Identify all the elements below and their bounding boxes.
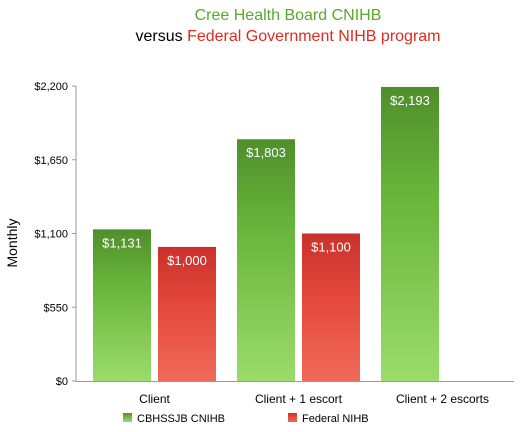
chart-title-line2: versus Federal Government NIHB program <box>135 28 440 45</box>
bar-federal-1 <box>302 233 360 381</box>
legend-label-cbhssjb: CBHSSJB CNIHB <box>137 413 225 425</box>
bar-cbhssjb-0 <box>93 229 151 381</box>
legend-label-federal: Federal NIHB <box>302 413 369 425</box>
legend: CBHSSJB CNIHB Federal NIHB <box>123 413 369 425</box>
bar-labels-group: $1,131 $1,000 $1,803 $1,100 $2,193 <box>102 93 430 268</box>
chart-title-line1: Cree Health Board CNIHB <box>195 7 382 24</box>
y-tick-label: $0 <box>56 376 68 388</box>
y-axis-ticks: $0 $550 $1,100 $1,650 $2,200 <box>34 81 76 388</box>
x-tick-label: Client + 2 escorts <box>396 392 489 406</box>
bar-cbhssjb-2 <box>381 86 439 382</box>
x-tick-label: Client + 1 escort <box>255 392 343 406</box>
y-tick-label: $1,650 <box>34 155 68 167</box>
bars-group <box>93 86 439 382</box>
legend-swatch-federal <box>288 413 297 422</box>
y-tick-label: $1,100 <box>34 229 68 241</box>
bar-value-label: $1,100 <box>311 240 351 255</box>
bar-value-label: $1,131 <box>102 235 142 250</box>
bar-federal-0 <box>158 246 216 381</box>
chart-title-federal: Federal Government NIHB program <box>187 28 440 45</box>
bar-cbhssjb-1 <box>237 139 295 381</box>
y-axis-label: Monthly <box>4 218 20 267</box>
chart-title-versus: versus <box>135 28 187 45</box>
y-tick-label: $2,200 <box>34 81 68 93</box>
bar-value-label: $1,803 <box>246 145 286 160</box>
bar-value-label: $1,000 <box>167 253 207 268</box>
bar-value-label: $2,193 <box>390 93 430 108</box>
x-axis-ticks: Client Client + 1 escort Client + 2 escort… <box>139 392 489 406</box>
x-tick-label: Client <box>139 392 170 406</box>
y-tick-label: $550 <box>44 302 68 314</box>
legend-swatch-cbhssjb <box>123 413 132 422</box>
